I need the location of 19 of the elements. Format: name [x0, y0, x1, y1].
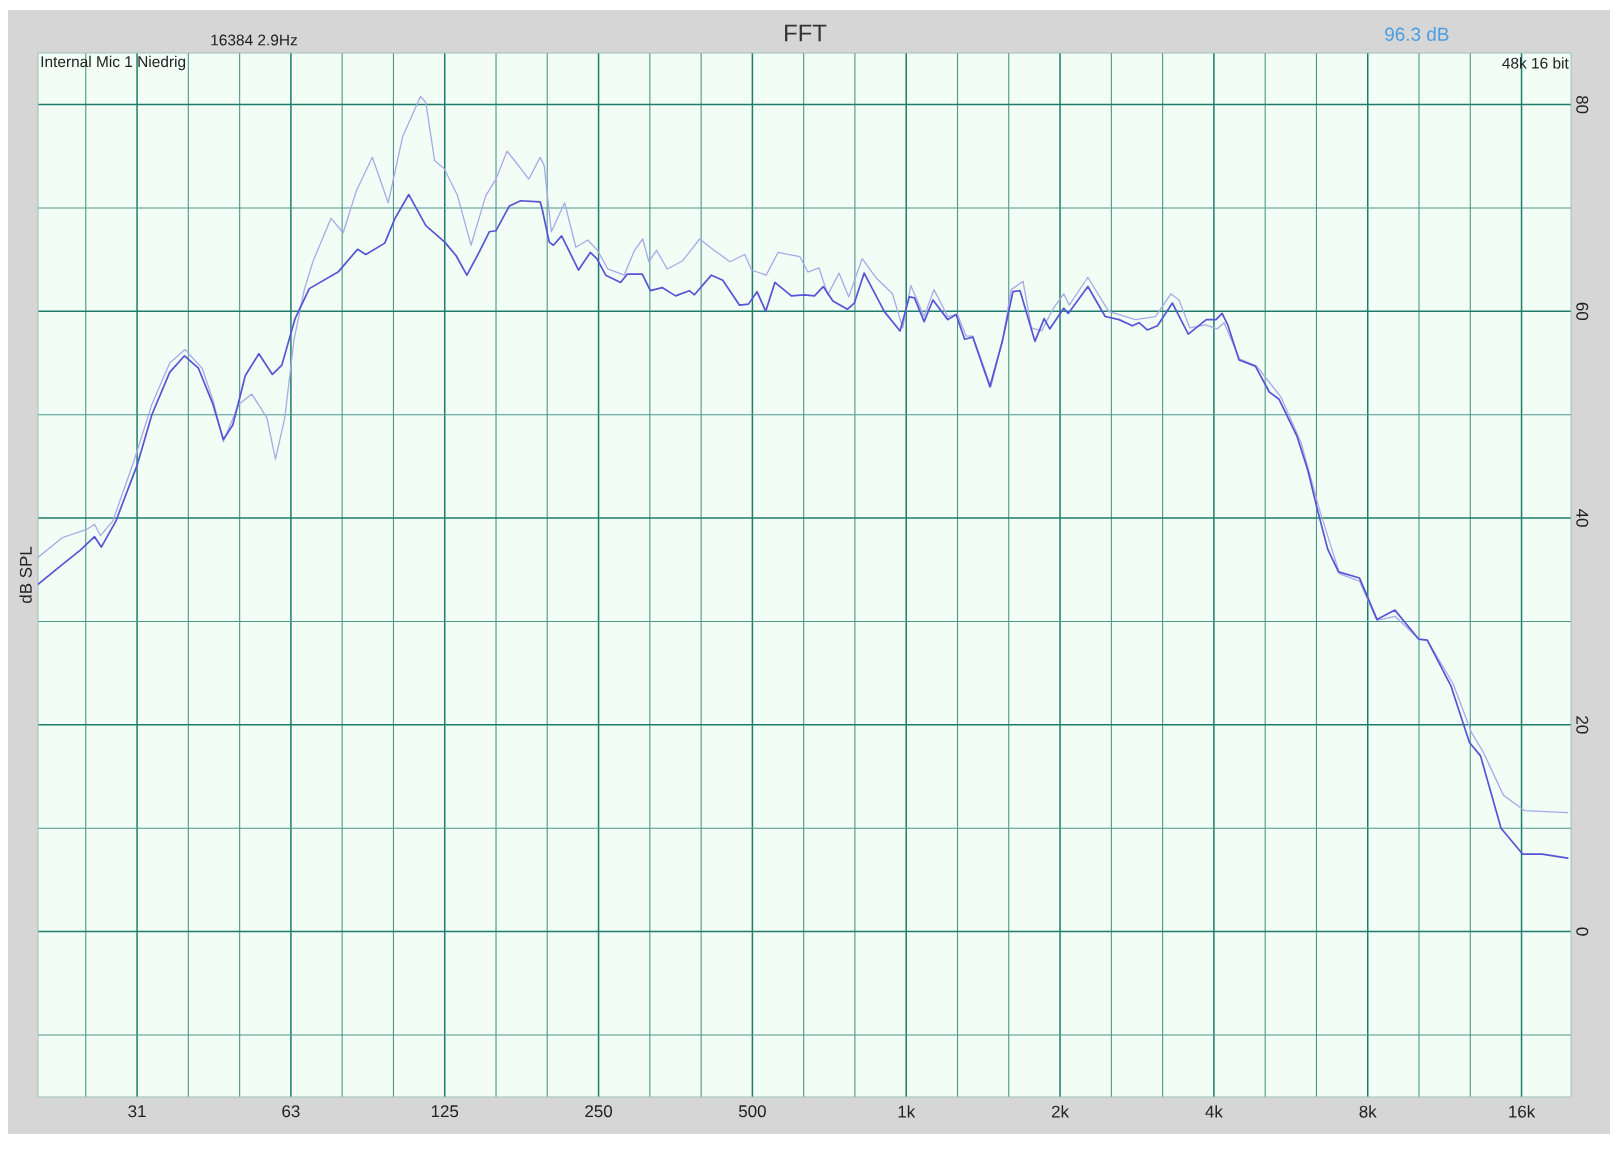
- x-tick-label: 125: [431, 1105, 459, 1118]
- x-tick-label: 31: [128, 1105, 146, 1118]
- y-tick-label: 80: [1576, 95, 1589, 114]
- x-tick-label: 2k: [1051, 1105, 1070, 1118]
- y-axis-title: dB SPL: [19, 546, 32, 603]
- chart-subtitle: 16384 2.9Hz: [211, 34, 297, 46]
- chart-title: FFT: [785, 24, 827, 42]
- text: 96.3 dB: [1385, 27, 1449, 41]
- x-tick-label: 4k: [1205, 1105, 1223, 1118]
- y-tick-label: 0: [1576, 927, 1589, 936]
- x-tick-label: 8k: [1359, 1105, 1377, 1118]
- x-tick-label: 16k: [1509, 1105, 1536, 1118]
- y-tick-label: 60: [1576, 302, 1589, 321]
- y-tick-label: 40: [1576, 509, 1589, 527]
- x-tick-label: 1k: [898, 1105, 916, 1118]
- y-tick-label: 20: [1576, 716, 1589, 734]
- x-tick-label: 250: [585, 1105, 613, 1118]
- x-tick-label: 63: [282, 1105, 300, 1118]
- x-tick-label: 500: [738, 1105, 766, 1118]
